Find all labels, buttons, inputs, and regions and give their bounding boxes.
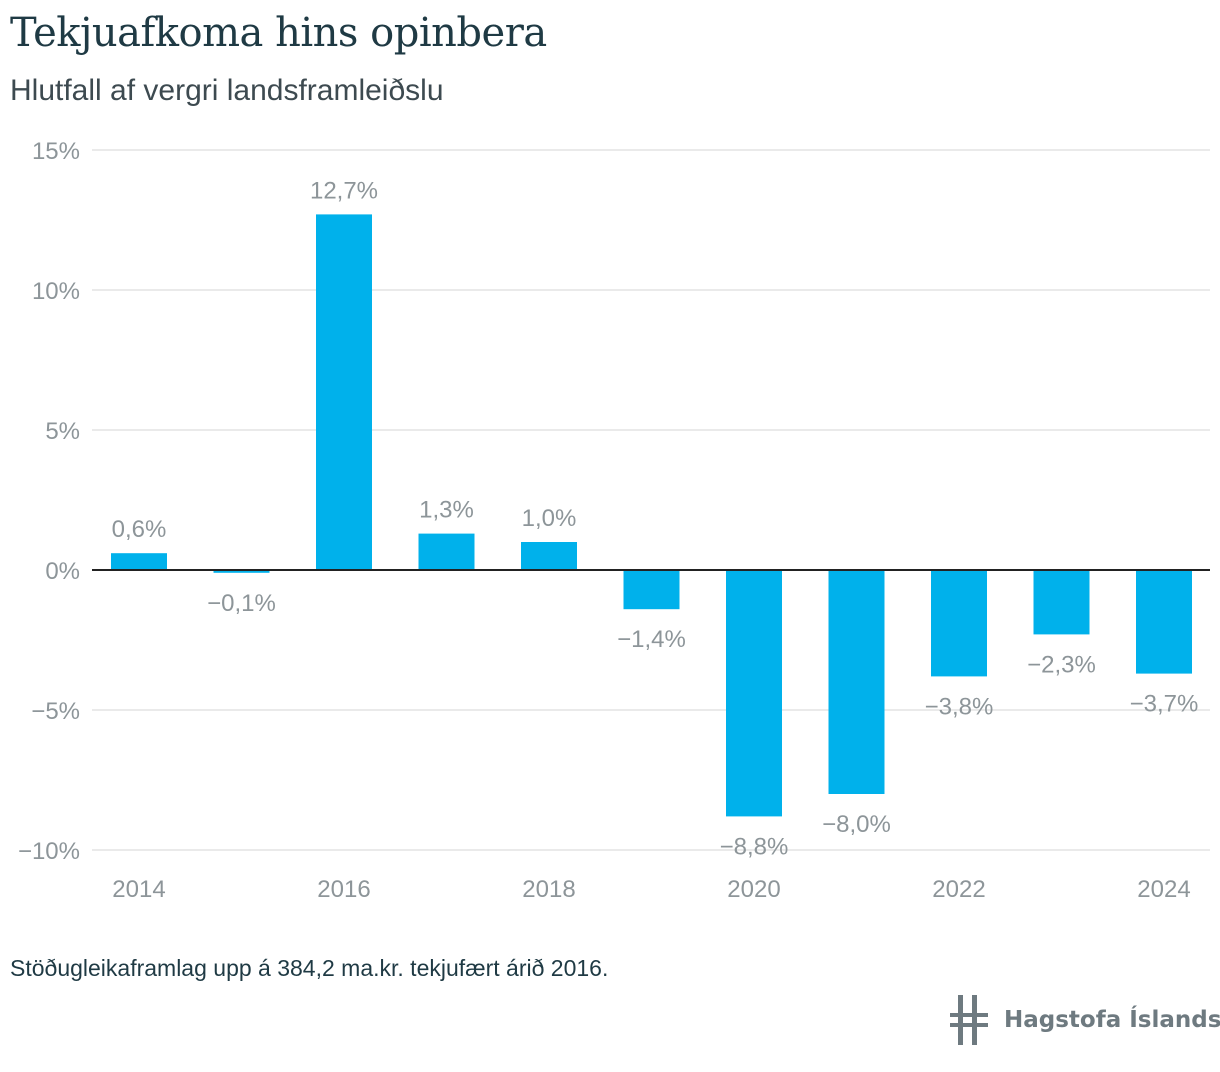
bar bbox=[213, 570, 270, 573]
chart-title: Tekjuafkoma hins opinbera bbox=[10, 10, 547, 56]
data-label: 1,0% bbox=[522, 505, 577, 532]
bar bbox=[1136, 570, 1192, 674]
data-label: −8,8% bbox=[720, 833, 789, 860]
hagstofa-logo-icon bbox=[950, 995, 988, 1045]
y-tick-label: 10% bbox=[32, 278, 80, 305]
data-label: −1,4% bbox=[617, 626, 686, 653]
footnote: Stöðugleikaframlag upp á 384,2 ma.kr. te… bbox=[10, 955, 609, 981]
x-tick-label: 2024 bbox=[1137, 876, 1190, 903]
data-label: 12,7% bbox=[310, 177, 378, 204]
data-label: −3,7% bbox=[1130, 691, 1199, 718]
bar bbox=[828, 570, 885, 794]
bar bbox=[521, 542, 577, 570]
y-tick-label: 0% bbox=[45, 558, 80, 585]
bar bbox=[111, 553, 167, 570]
x-tick-label: 2016 bbox=[317, 876, 370, 903]
bar bbox=[316, 214, 372, 570]
bar-chart: 15% 10% 5% 0% −5% −10% 0,6% −0,1% 12,7% 1,3% 1,0% −… bbox=[18, 138, 1210, 903]
x-tick-label: 2014 bbox=[112, 876, 165, 903]
y-tick-label: −5% bbox=[31, 698, 80, 725]
y-tick-label: 5% bbox=[45, 418, 80, 445]
data-label: 0,6% bbox=[112, 516, 167, 543]
x-tick-label: 2022 bbox=[932, 876, 985, 903]
bar bbox=[726, 570, 782, 817]
data-label: −0,1% bbox=[207, 590, 276, 617]
bar bbox=[418, 533, 475, 570]
y-tick-label: 15% bbox=[32, 138, 80, 165]
x-tick-label: 2018 bbox=[522, 876, 575, 903]
data-label: −2,3% bbox=[1027, 651, 1096, 678]
brand-name: Hagstofa Íslands bbox=[1004, 1007, 1220, 1033]
bar bbox=[623, 570, 680, 610]
data-label: 1,3% bbox=[419, 497, 474, 524]
bar bbox=[931, 570, 987, 677]
bar bbox=[1033, 570, 1090, 635]
y-tick-label: −10% bbox=[18, 838, 80, 865]
chart-subtitle: Hlutfall af vergri landsframleiðslu bbox=[10, 74, 444, 107]
brand-logo: Hagstofa Íslands bbox=[950, 995, 1220, 1045]
data-label: −8,0% bbox=[822, 811, 891, 838]
data-label: −3,8% bbox=[925, 693, 994, 720]
x-tick-label: 2020 bbox=[727, 876, 780, 903]
